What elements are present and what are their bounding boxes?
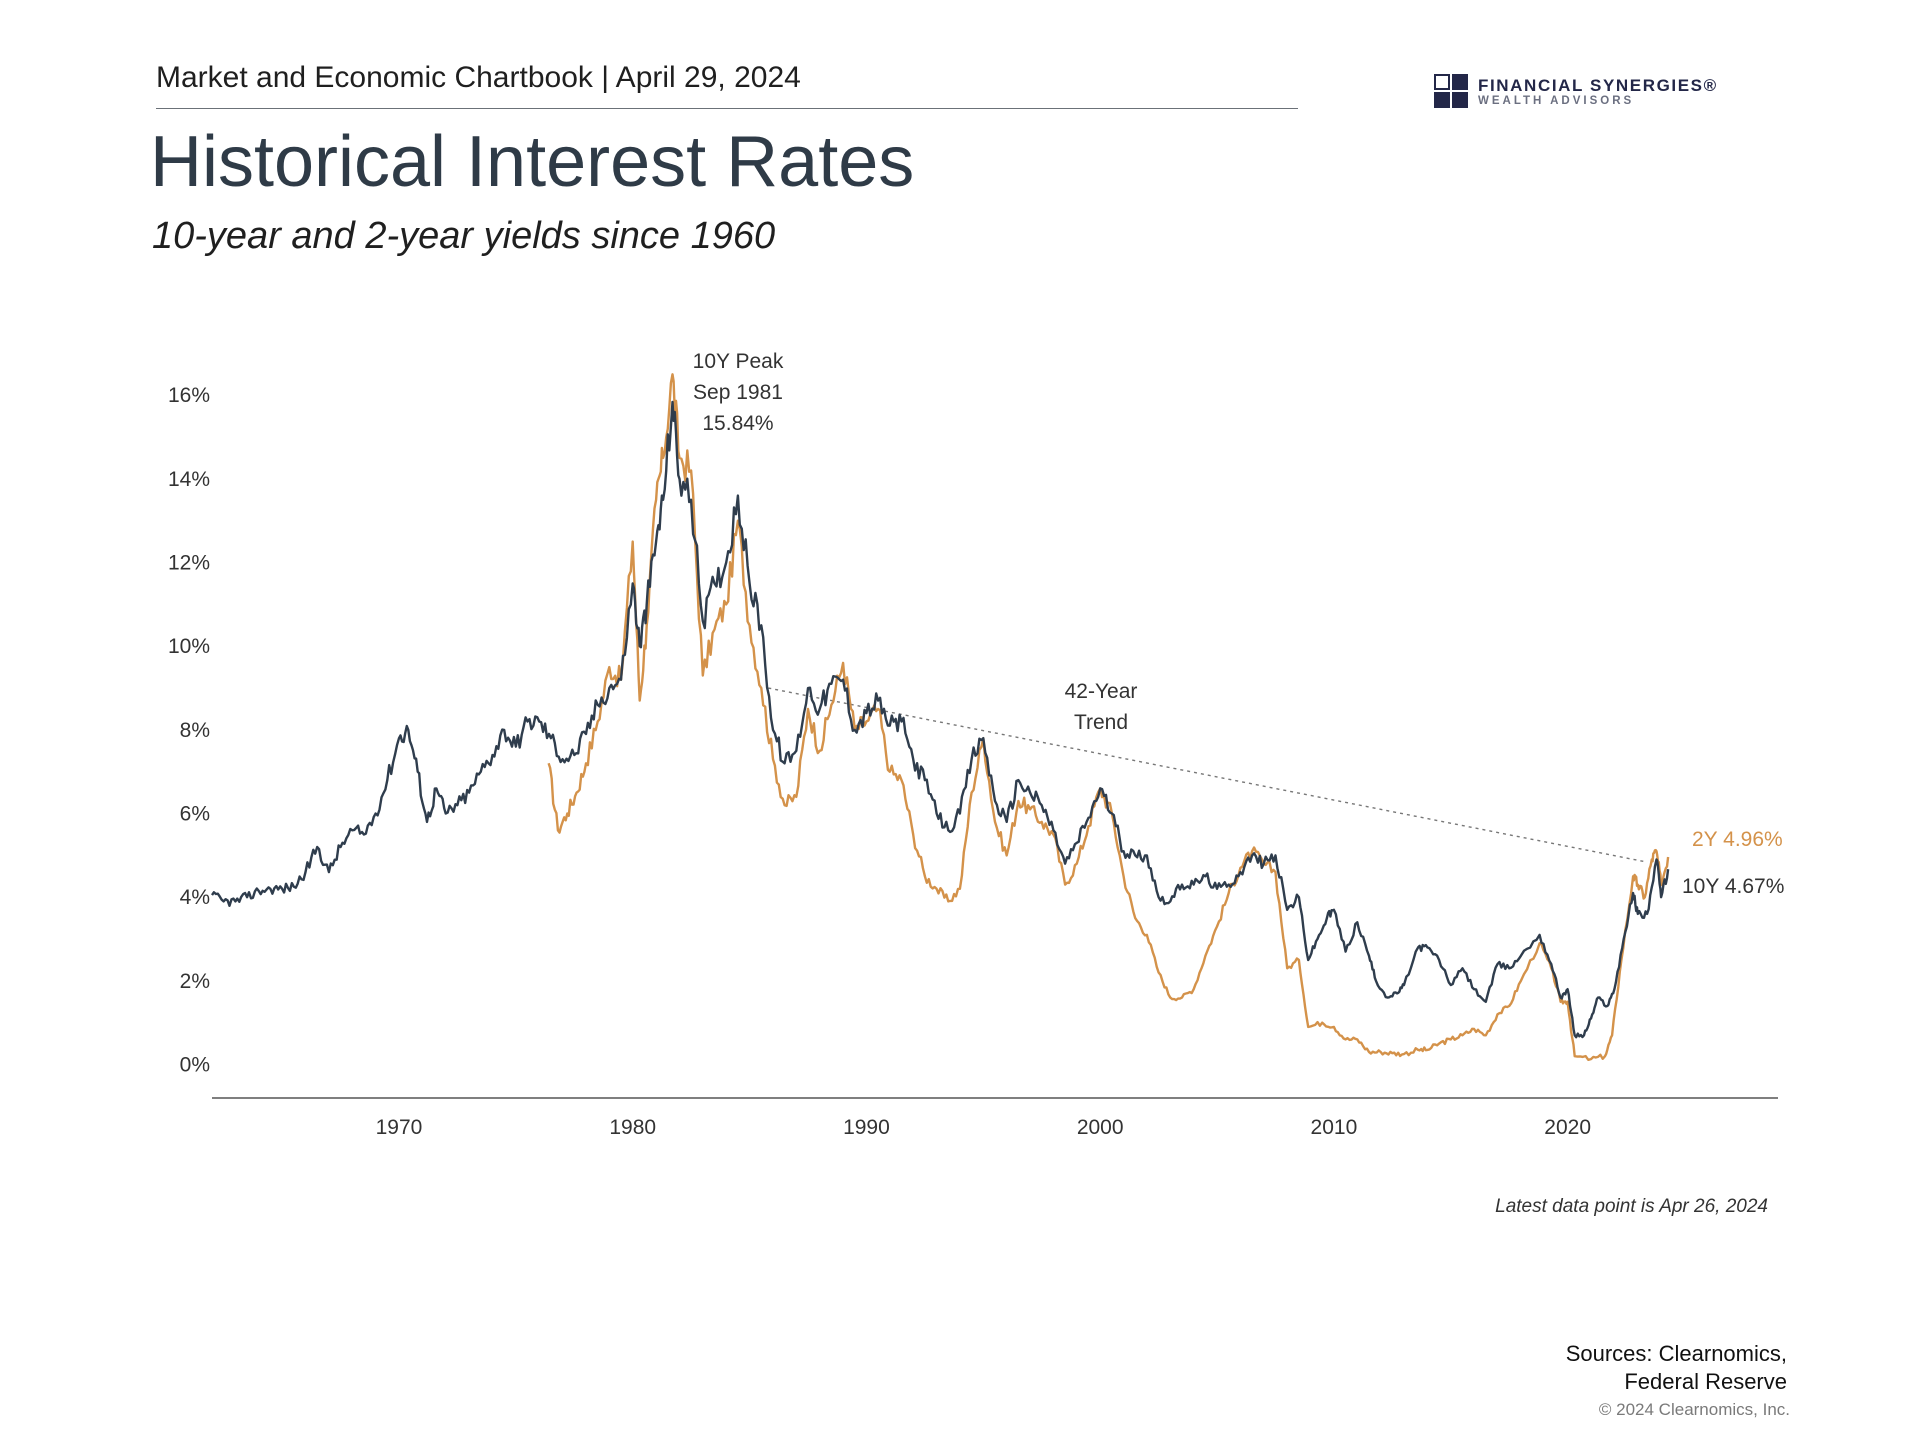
y-tick-label: 6%: [180, 803, 210, 826]
series-line-10y: [211, 400, 1670, 1039]
x-tick-label: 2010: [1311, 1116, 1358, 1139]
x-tick-label: 1990: [843, 1116, 890, 1139]
trend-line: [768, 687, 1645, 863]
y-tick-label: 0%: [180, 1054, 210, 1077]
x-tick-label: 1970: [376, 1116, 423, 1139]
peak-label-line3: 15.84%: [702, 412, 773, 435]
company-logo: FINANCIAL SYNERGIES® WEALTH ADVISORS: [1434, 74, 1764, 110]
y-axis-labels: 0% 2% 4% 6% 8% 10% 12% 14% 16%: [168, 384, 210, 1076]
x-tick-label: 2020: [1544, 1116, 1591, 1139]
y-tick-label: 2%: [180, 970, 210, 993]
y-tick-label: 16%: [168, 384, 210, 407]
y-tick-label: 8%: [180, 719, 210, 742]
x-tick-label: 2000: [1077, 1116, 1124, 1139]
logo-subname: WEALTH ADVISORS: [1478, 95, 1635, 107]
header-divider: [156, 108, 1298, 109]
peak-label-line1: 10Y Peak: [693, 350, 784, 373]
y-tick-label: 14%: [168, 468, 210, 491]
copyright-note: © 2024 Clearnomics, Inc.: [1598, 1400, 1790, 1419]
end-label-2y: 2Y 4.96%: [1692, 828, 1783, 851]
sources-line-1: Sources: Clearnomics,: [1565, 1341, 1787, 1366]
trend-label-line1: 42-Year: [1065, 680, 1138, 703]
page-title: Historical Interest Rates: [150, 122, 915, 202]
y-tick-label: 4%: [180, 886, 210, 909]
y-tick-label: 10%: [168, 635, 210, 658]
x-axis-labels: 1970 1980 1990 2000 2010 2020: [376, 1116, 1591, 1139]
logo-mark-icon: [1434, 74, 1468, 108]
sources-line-2: Federal Reserve: [1624, 1369, 1787, 1394]
page-subtitle: 10-year and 2-year yields since 1960: [152, 215, 776, 257]
chartbook-header: Market and Economic Chartbook | April 29…: [156, 61, 801, 94]
chart-annotations: 10Y Peak Sep 1981 15.84% 42-Year Trend: [693, 350, 1138, 734]
sources-note: Sources: Clearnomics, Federal Reserve: [1566, 1340, 1787, 1396]
trend-label-line2: Trend: [1074, 711, 1128, 734]
logo-name: FINANCIAL SYNERGIES®: [1478, 76, 1718, 95]
end-label-10y: 10Y 4.67%: [1682, 875, 1784, 898]
peak-label-line2: Sep 1981: [693, 381, 783, 404]
latest-data-note: Latest data point is Apr 26, 2024: [1495, 1196, 1768, 1217]
x-tick-label: 1980: [609, 1116, 656, 1139]
y-tick-label: 12%: [168, 552, 210, 575]
